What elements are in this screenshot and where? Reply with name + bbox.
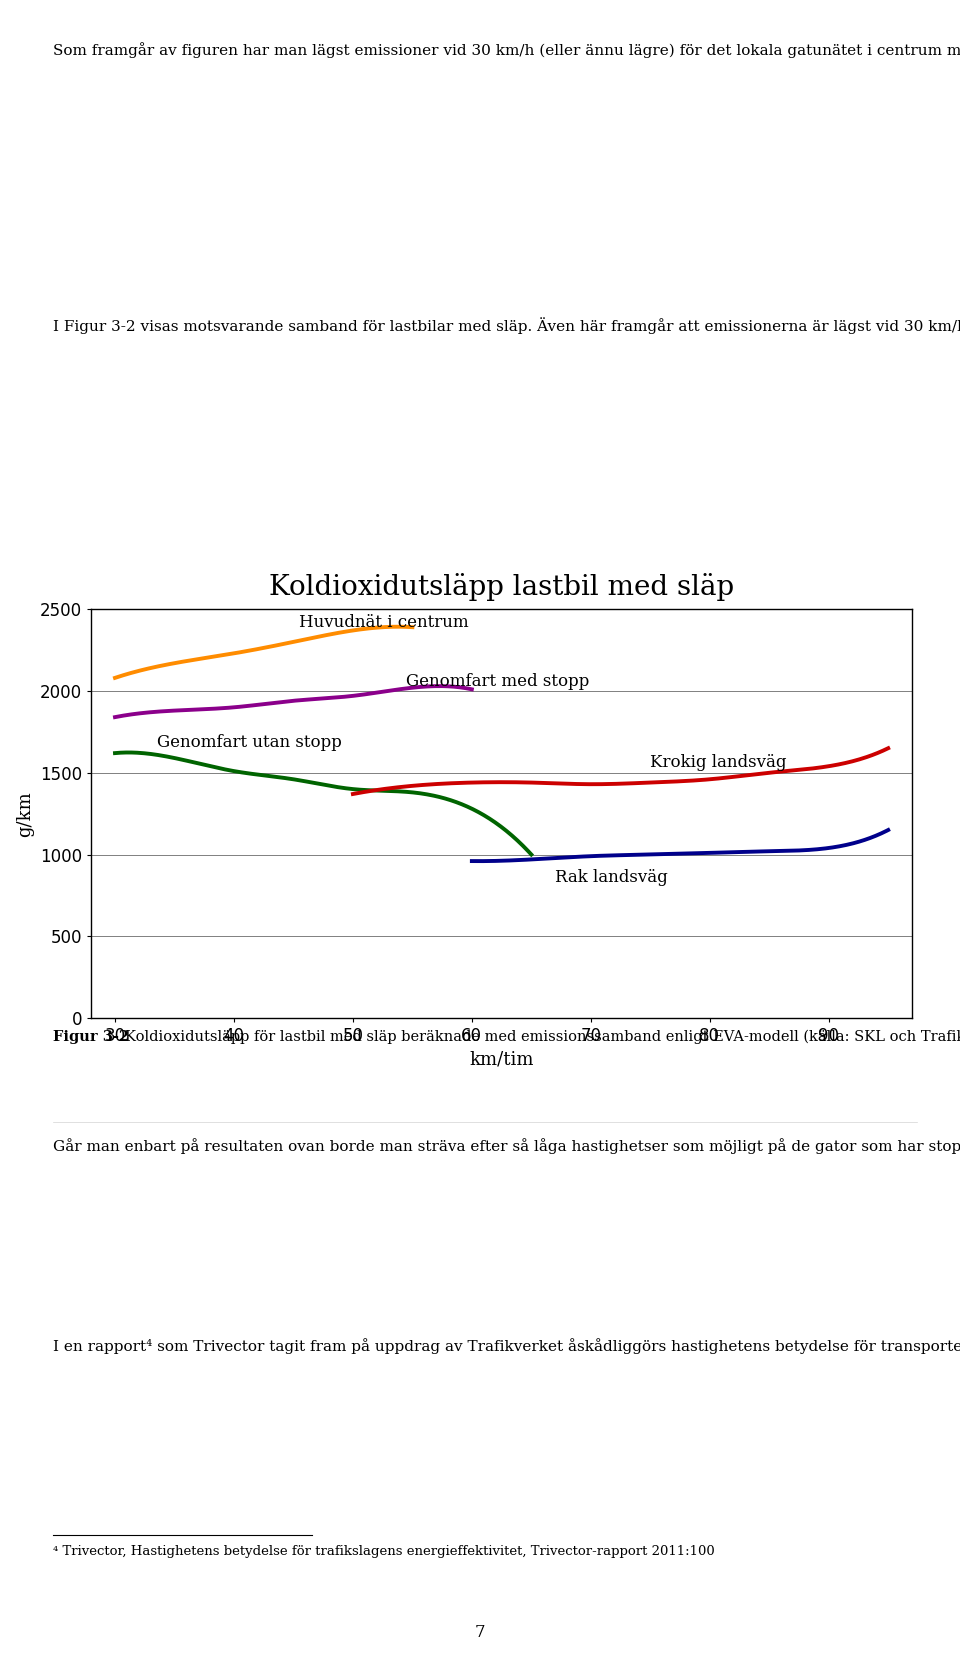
Text: Figur 3-2: Figur 3-2 xyxy=(53,1030,129,1043)
Text: Koldioxidutsläpp för lastbil med släp beräknade med emissionssamband enligt EVA-: Koldioxidutsläpp för lastbil med släp be… xyxy=(125,1030,960,1045)
Text: I en rapport⁴ som Trivector tagit fram på uppdrag av Trafikverket åskådliggörs h: I en rapport⁴ som Trivector tagit fram p… xyxy=(53,1339,960,1355)
Text: Huvudnät i centrum: Huvudnät i centrum xyxy=(300,614,469,631)
Text: Går man enbart på resultaten ovan borde man sträva efter så låga hastighetser so: Går man enbart på resultaten ovan borde … xyxy=(53,1138,960,1155)
X-axis label: km/tim: km/tim xyxy=(469,1051,534,1068)
Text: Rak landsväg: Rak landsväg xyxy=(555,868,668,886)
Text: Genomfart med stopp: Genomfart med stopp xyxy=(406,673,589,689)
Text: 7: 7 xyxy=(474,1624,486,1641)
Text: ⁴ Trivector, Hastighetens betydelse för trafikslagens energieffektivitet, Trivec: ⁴ Trivector, Hastighetens betydelse för … xyxy=(53,1545,714,1559)
Text: I Figur 3-2 visas motsvarande samband för lastbilar med släp. Även här framgår a: I Figur 3-2 visas motsvarande samband fö… xyxy=(53,317,960,334)
Text: Genomfart utan stopp: Genomfart utan stopp xyxy=(156,734,342,751)
Title: Koldioxidutsläpp lastbil med släp: Koldioxidutsläpp lastbil med släp xyxy=(269,572,734,601)
Y-axis label: g/km: g/km xyxy=(16,791,35,836)
Text: Som framgår av figuren har man lägst emissioner vid 30 km/h (eller ännu lägre) f: Som framgår av figuren har man lägst emi… xyxy=(53,42,960,58)
Text: Krokig landsväg: Krokig landsväg xyxy=(650,754,787,771)
